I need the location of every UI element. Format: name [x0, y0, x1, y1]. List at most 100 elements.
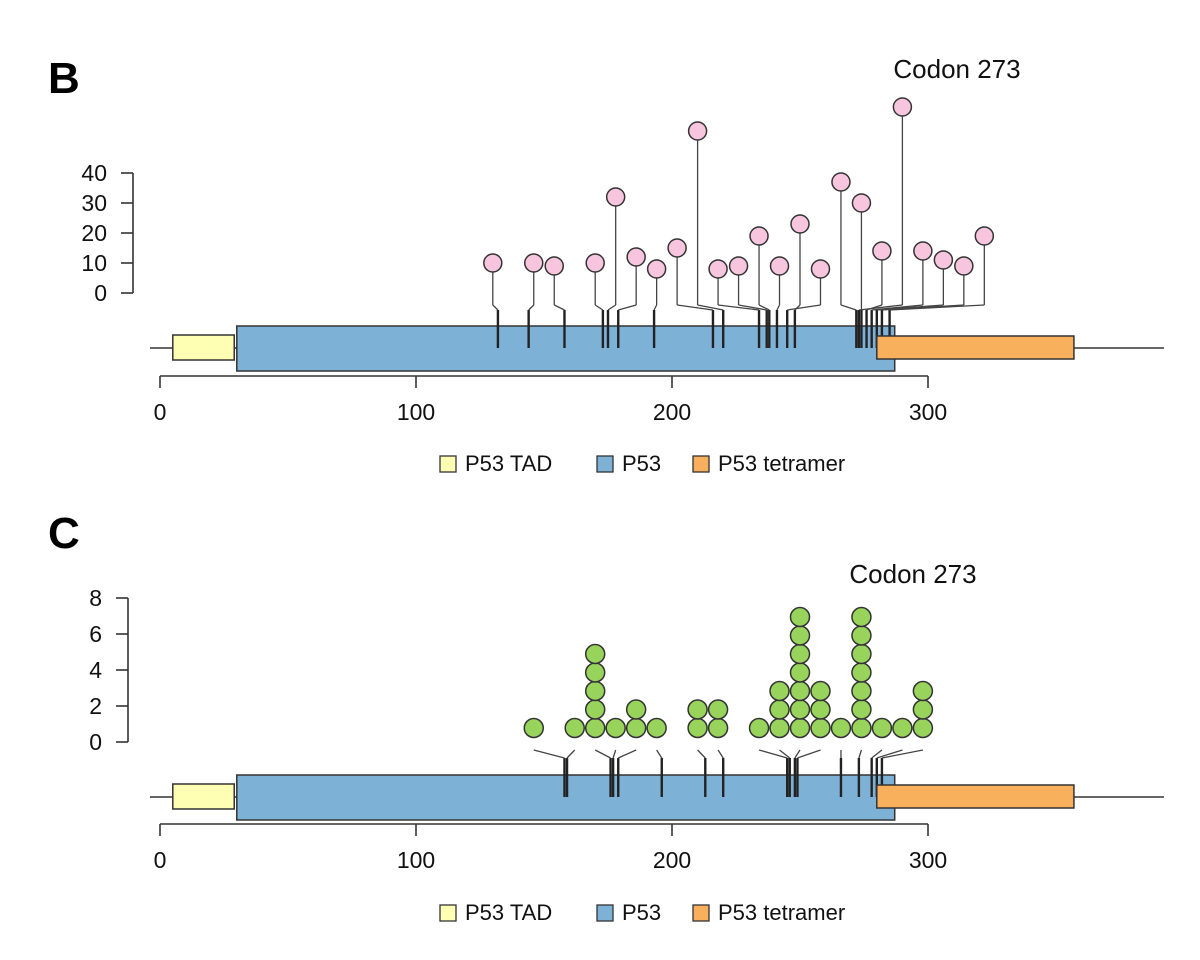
- panel-b-lollipop-head: [646, 259, 667, 279]
- panel-b-lollipop-head: [974, 226, 995, 246]
- panel-c-legend-label: P53 TAD: [465, 900, 552, 925]
- panel-c-legend-swatch: [692, 904, 710, 922]
- panel-c-lollipop-head: [789, 606, 811, 628]
- panel-c-lollipop-head: [871, 717, 893, 739]
- panel-c-stem-elbow: [566, 749, 576, 759]
- panel-b-y-tick-label: 0: [94, 280, 107, 306]
- panel-b-stem-elbow: [776, 304, 781, 311]
- panel-c-lollipop-head: [769, 699, 790, 720]
- panel-c-lollipop-head: [830, 717, 852, 739]
- panel-c-lollipop-head: [625, 699, 647, 720]
- panel-c-x-tick-label: 0: [154, 847, 167, 873]
- panel-c-lollipop-head: [584, 680, 606, 702]
- panel-c: C 0 2 4 6 8 Codon 273 0 100 200 300 P53 TAD P53 P53 t…: [48, 509, 1164, 925]
- panel-b-codon-annotation: Codon 273: [893, 54, 1020, 84]
- panel-c-lollipop-head: [912, 699, 934, 720]
- panel-b-stem-elbow: [553, 304, 565, 311]
- panel-b-stem-elbow: [758, 304, 770, 311]
- panel-b-stem-elbow: [492, 304, 499, 311]
- panel-c-stem-elbow: [617, 749, 637, 759]
- panel-c-lollipop-head: [605, 717, 626, 739]
- panel-c-x-tick-label: 300: [909, 847, 947, 873]
- panel-b-lollipop-head: [933, 250, 954, 270]
- panel-c-stem-elbow: [612, 749, 617, 759]
- panel-b-lollipop-head: [749, 226, 769, 246]
- panel-b-y-tick-label: 30: [81, 190, 107, 216]
- panel-c-lollipop-head: [584, 662, 606, 683]
- panel-c-lollipop-head: [851, 643, 872, 665]
- panel-b-domain-p53: [236, 325, 896, 372]
- panel-c-y-tick-label: 0: [89, 729, 102, 755]
- panel-c-stem-elbow: [697, 749, 706, 759]
- panel-b-stem-elbow: [889, 304, 985, 311]
- panel-c-stem-elbow: [594, 749, 611, 759]
- panel-b-lollipop-head: [605, 187, 626, 207]
- panel-c-lollipop-head: [769, 680, 790, 702]
- panel-c-codon-annotation: Codon 273: [849, 559, 976, 589]
- panel-c-y-tick-label: 4: [89, 657, 102, 683]
- panel-c-domain-tetramer: [876, 784, 1075, 809]
- panel-c-stem-elbow: [794, 749, 801, 759]
- panel-c-lollipop-head: [789, 680, 811, 702]
- panel-c-y-tick-label: 6: [89, 621, 102, 647]
- panel-c-lollipop-head: [707, 717, 729, 739]
- panel-c-stems: [533, 749, 924, 797]
- panel-b-lollipop-head: [790, 214, 810, 234]
- panel-b-stem-elbow: [677, 304, 714, 311]
- panel-b-stem-elbow: [607, 304, 617, 311]
- panel-c-lollipop-head: [789, 717, 811, 739]
- panel-b-stem-elbow: [594, 304, 604, 311]
- panel-c-lollipop-head: [789, 662, 811, 683]
- panel-c-lollipop-head: [584, 699, 606, 720]
- panel-c-x-tick-label: 100: [397, 847, 435, 873]
- panel-b-lollipop-head: [544, 256, 564, 276]
- panel-c-y-tick-label: 8: [89, 585, 102, 611]
- panel-c-lollipops: [523, 606, 934, 739]
- panel-c-lollipop-head: [810, 699, 831, 720]
- panel-b-stem-elbow: [653, 304, 658, 311]
- panel-c-legend-label: P53: [622, 900, 661, 925]
- panel-b-stem-elbow: [794, 304, 801, 311]
- panel-b-stem-elbow: [697, 304, 724, 311]
- panel-b-x-tick-label: 0: [154, 399, 167, 425]
- panel-b-lollipop-head: [851, 193, 872, 213]
- panel-b-stem-elbow: [858, 304, 903, 311]
- panel-c-lollipop-head: [851, 606, 872, 628]
- panel-b-lollipop-head: [954, 256, 974, 276]
- panel-c-lollipop-head: [584, 643, 606, 665]
- panel-c-stem-elbow: [779, 749, 791, 759]
- panel-b-legend-label: P53 tetramer: [718, 451, 845, 476]
- panel-c-lollipop-head: [687, 717, 708, 739]
- panel-b-lollipop-head: [769, 256, 790, 276]
- panel-b-lollipop-head: [626, 247, 646, 267]
- panel-b-lollipop-head: [728, 256, 749, 276]
- panel-b-lollipop-head: [872, 241, 892, 261]
- panel-b-letter: B: [48, 54, 80, 103]
- panel-b-lollipop-head: [892, 97, 913, 117]
- panel-c-lollipop-head: [912, 680, 934, 702]
- panel-b-lollipop-head: [708, 259, 728, 279]
- panel-b-domain-tetramer: [876, 335, 1075, 360]
- panel-b-legend-swatch: [439, 455, 457, 473]
- panel-c-lollipop-head: [789, 643, 811, 665]
- panel-b-legend-label: P53 TAD: [465, 451, 552, 476]
- panel-b-x-tick-label: 100: [397, 399, 435, 425]
- panel-c-lollipop-head: [687, 699, 708, 720]
- panel-b-domain-tad: [172, 334, 235, 361]
- panel-b-lollipop-head: [483, 253, 503, 273]
- panel-b-stem-elbow: [528, 304, 535, 311]
- panel-b-x-tick-label: 300: [909, 399, 947, 425]
- panel-b-lollipop-head: [524, 253, 544, 273]
- panel-c-stem-elbow: [758, 749, 788, 759]
- panel-b: B 0 10 20 30 40 Codon 273 0 100 200 300 P53 TAD P53 P…: [48, 54, 1164, 476]
- panel-c-lollipop-head: [523, 717, 545, 739]
- panel-c-lollipop-head: [584, 717, 606, 739]
- panel-c-lollipop-head: [564, 717, 585, 739]
- panel-c-lollipop-head: [851, 680, 872, 702]
- panel-b-lollipops: [483, 97, 995, 279]
- panel-c-stem-elbow: [717, 749, 724, 759]
- panel-b-lollipop-head: [810, 259, 831, 279]
- panel-c-x-tick-label: 200: [653, 847, 691, 873]
- panel-c-lollipop-head: [810, 680, 831, 702]
